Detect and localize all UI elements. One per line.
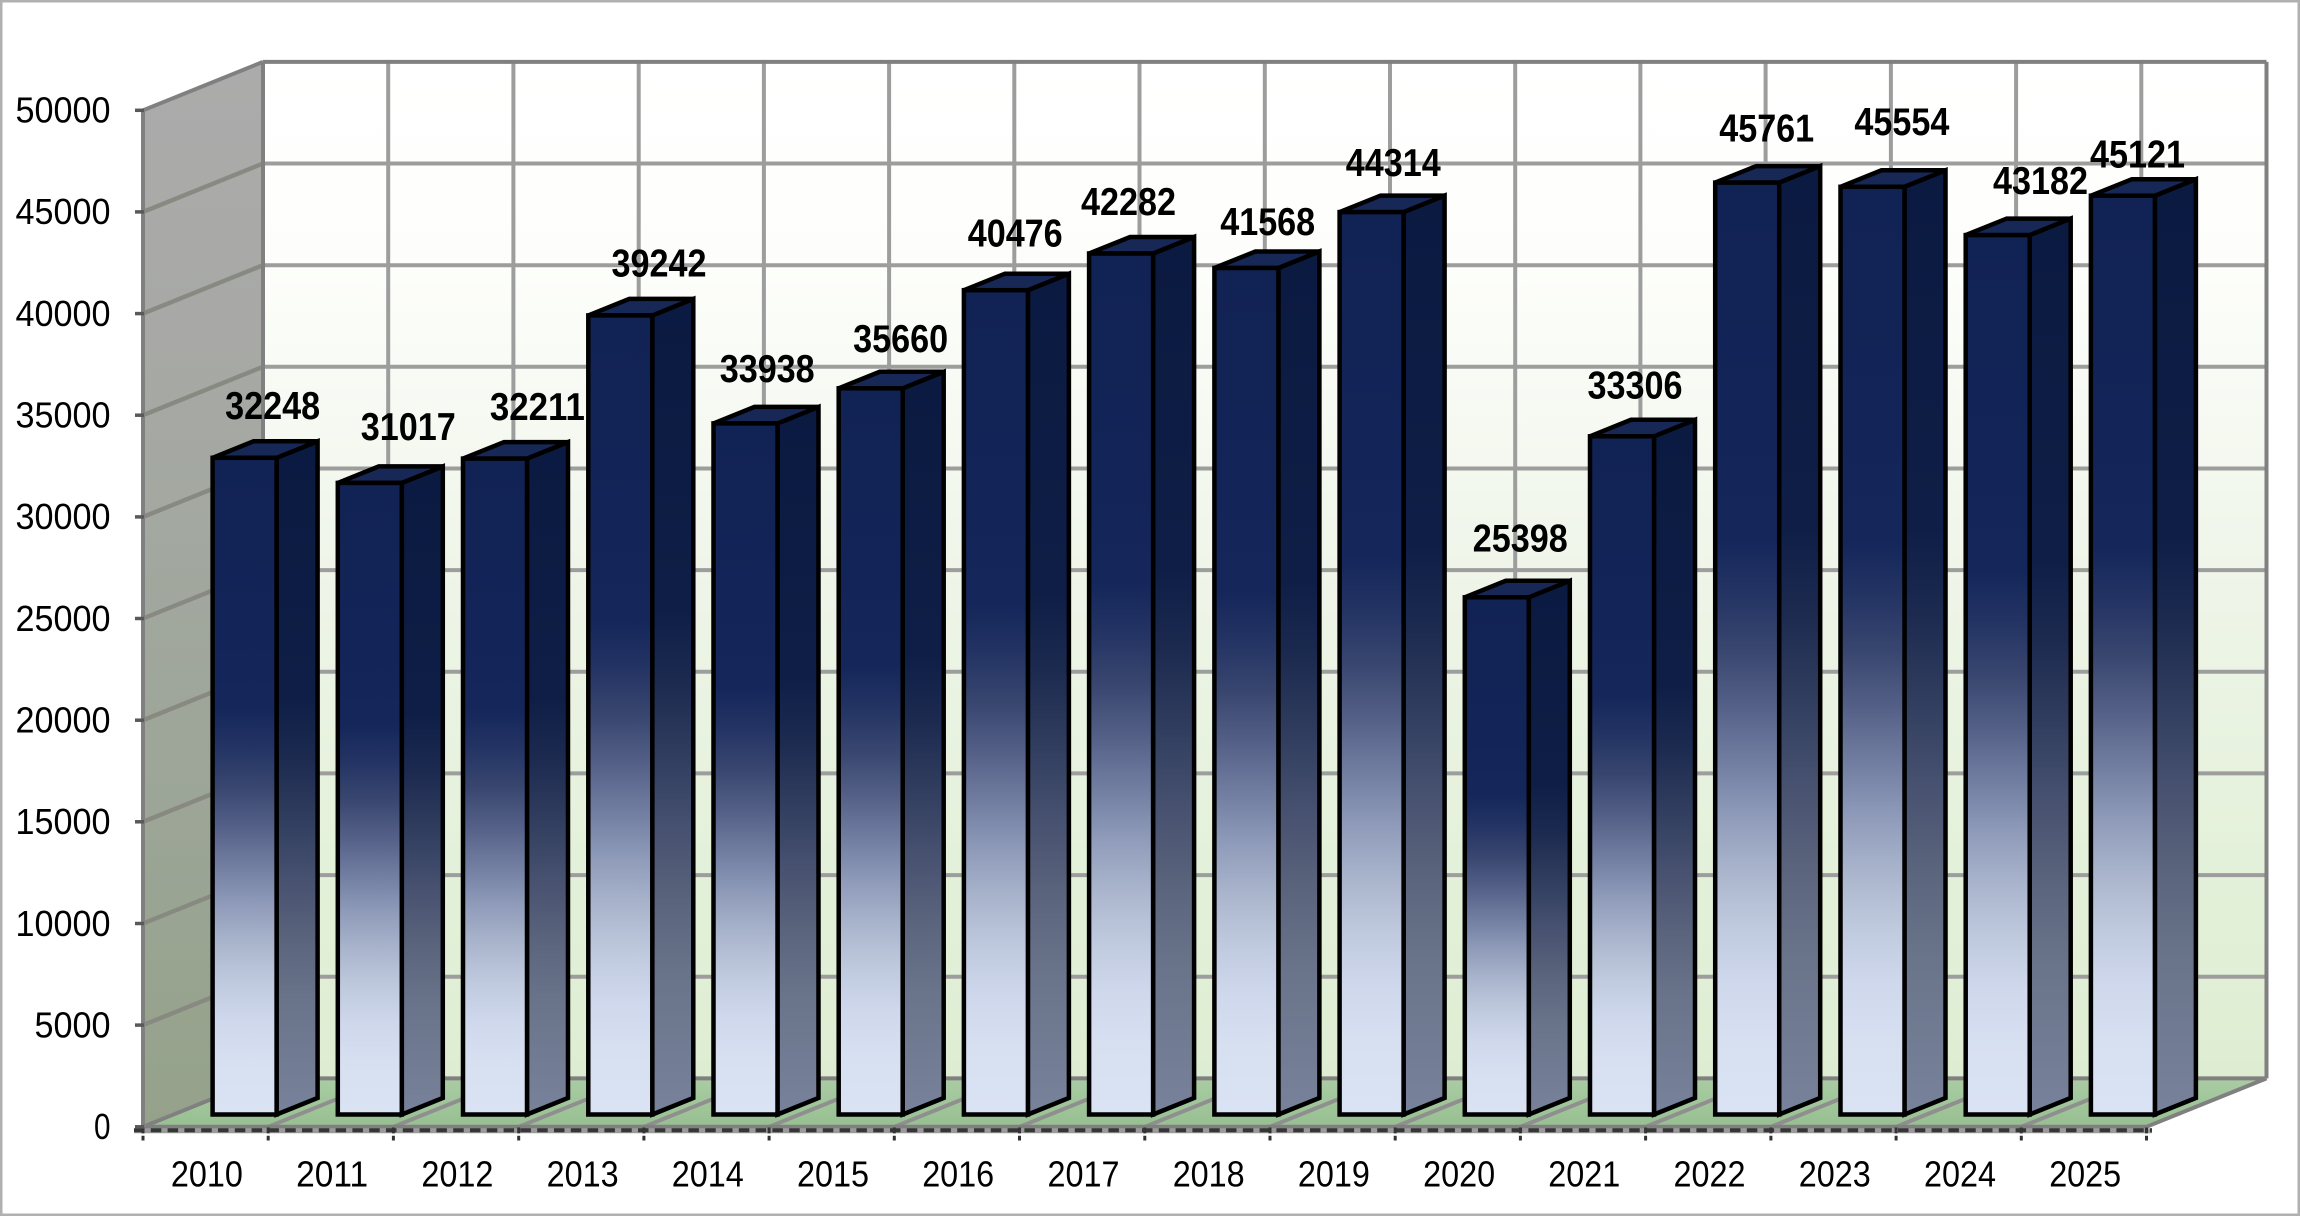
svg-text:45121: 45121 xyxy=(2090,133,2185,176)
svg-text:5000: 5000 xyxy=(35,1004,111,1045)
svg-text:41568: 41568 xyxy=(1220,201,1315,244)
svg-text:2024: 2024 xyxy=(1924,1154,1996,1195)
svg-text:2021: 2021 xyxy=(1548,1154,1620,1195)
svg-text:42282: 42282 xyxy=(1081,181,1176,224)
svg-text:25000: 25000 xyxy=(16,598,111,639)
svg-text:2020: 2020 xyxy=(1423,1154,1495,1195)
svg-text:2018: 2018 xyxy=(1173,1154,1245,1195)
svg-text:15000: 15000 xyxy=(16,801,111,842)
svg-text:25398: 25398 xyxy=(1473,518,1568,561)
svg-text:2019: 2019 xyxy=(1298,1154,1370,1195)
svg-text:43182: 43182 xyxy=(1993,160,2088,203)
svg-text:44314: 44314 xyxy=(1346,142,1441,185)
svg-text:2022: 2022 xyxy=(1674,1154,1746,1195)
svg-text:2011: 2011 xyxy=(296,1154,368,1195)
svg-text:45761: 45761 xyxy=(1719,107,1814,150)
svg-text:2012: 2012 xyxy=(421,1154,493,1195)
svg-text:33306: 33306 xyxy=(1588,365,1683,408)
svg-text:10000: 10000 xyxy=(16,903,111,944)
svg-text:2025: 2025 xyxy=(2049,1154,2121,1195)
svg-text:2023: 2023 xyxy=(1799,1154,1871,1195)
svg-text:2017: 2017 xyxy=(1048,1154,1120,1195)
svg-text:30000: 30000 xyxy=(16,496,111,537)
svg-text:35660: 35660 xyxy=(853,318,948,361)
svg-text:2013: 2013 xyxy=(547,1154,619,1195)
svg-text:40476: 40476 xyxy=(968,212,1063,255)
svg-text:40000: 40000 xyxy=(16,293,111,334)
svg-text:20000: 20000 xyxy=(16,700,111,741)
svg-text:2010: 2010 xyxy=(171,1154,243,1195)
svg-text:2016: 2016 xyxy=(922,1154,994,1195)
svg-text:32211: 32211 xyxy=(490,386,585,429)
svg-text:0: 0 xyxy=(94,1106,111,1147)
svg-text:31017: 31017 xyxy=(361,406,456,449)
svg-text:45000: 45000 xyxy=(16,191,111,232)
svg-text:50000: 50000 xyxy=(16,90,111,131)
svg-text:35000: 35000 xyxy=(16,395,111,436)
svg-text:32248: 32248 xyxy=(225,385,320,428)
svg-text:45554: 45554 xyxy=(1854,101,1949,144)
svg-text:39242: 39242 xyxy=(612,243,707,286)
svg-text:2015: 2015 xyxy=(797,1154,869,1195)
svg-text:2014: 2014 xyxy=(672,1154,744,1195)
svg-text:33938: 33938 xyxy=(720,348,815,391)
